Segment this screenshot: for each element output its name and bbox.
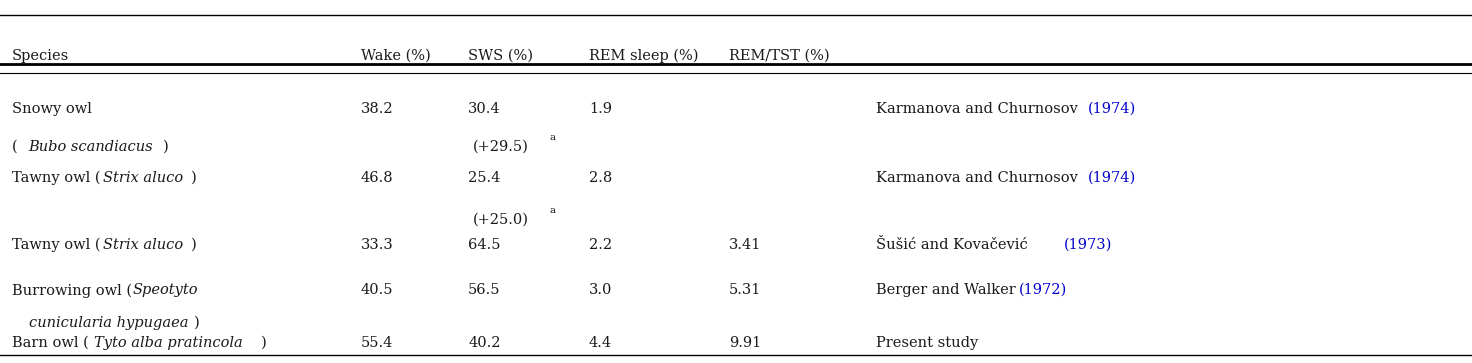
Text: 25.4: 25.4 — [468, 171, 500, 185]
Text: 4.4: 4.4 — [589, 336, 612, 350]
Text: Bubo scandiacus: Bubo scandiacus — [28, 140, 153, 154]
Text: ): ) — [163, 140, 169, 154]
Text: (: ( — [12, 140, 18, 154]
Text: 30.4: 30.4 — [468, 102, 500, 116]
Text: 38.2: 38.2 — [361, 102, 393, 116]
Text: 9.91: 9.91 — [729, 336, 761, 350]
Text: 56.5: 56.5 — [468, 283, 500, 297]
Text: 1.9: 1.9 — [589, 102, 612, 116]
Text: Šušić and Kovačević: Šušić and Kovačević — [876, 238, 1032, 252]
Text: (1974): (1974) — [1088, 102, 1136, 116]
Text: Berger and Walker: Berger and Walker — [876, 283, 1020, 297]
Text: 2.2: 2.2 — [589, 238, 612, 252]
Text: Speotyto: Speotyto — [132, 283, 197, 297]
Text: (+29.5): (+29.5) — [473, 140, 528, 154]
Text: REM sleep (%): REM sleep (%) — [589, 49, 698, 64]
Text: Karmanova and Churnosov: Karmanova and Churnosov — [876, 102, 1082, 116]
Text: 33.3: 33.3 — [361, 238, 393, 252]
Text: Strix aluco: Strix aluco — [103, 238, 183, 252]
Text: Strix aluco: Strix aluco — [103, 171, 183, 185]
Text: 40.5: 40.5 — [361, 283, 393, 297]
Text: Tawny owl (: Tawny owl ( — [12, 171, 100, 185]
Text: 5.31: 5.31 — [729, 283, 761, 297]
Text: ): ) — [191, 238, 197, 252]
Text: Species: Species — [12, 49, 69, 63]
Text: ): ) — [191, 171, 197, 185]
Text: Tyto alba pratincola: Tyto alba pratincola — [94, 336, 243, 350]
Text: (1974): (1974) — [1088, 171, 1136, 185]
Text: 40.2: 40.2 — [468, 336, 500, 350]
Text: (+25.0): (+25.0) — [473, 212, 528, 227]
Text: cunicularia hypugaea: cunicularia hypugaea — [29, 316, 188, 330]
Text: a: a — [549, 133, 555, 142]
Text: Karmanova and Churnosov: Karmanova and Churnosov — [876, 171, 1082, 185]
Text: (1973): (1973) — [1064, 238, 1113, 252]
Text: REM/TST (%): REM/TST (%) — [729, 49, 829, 63]
Text: ): ) — [194, 316, 200, 330]
Text: 3.0: 3.0 — [589, 283, 612, 297]
Text: Snowy owl: Snowy owl — [12, 102, 91, 116]
Text: 3.41: 3.41 — [729, 238, 761, 252]
Text: Present study: Present study — [876, 336, 977, 350]
Text: 2.8: 2.8 — [589, 171, 612, 185]
Text: Wake (%): Wake (%) — [361, 49, 430, 63]
Text: Tawny owl (: Tawny owl ( — [12, 238, 100, 252]
Text: 46.8: 46.8 — [361, 171, 393, 185]
Text: 64.5: 64.5 — [468, 238, 500, 252]
Text: SWS (%): SWS (%) — [468, 49, 533, 63]
Text: ): ) — [261, 336, 266, 350]
Text: Barn owl (: Barn owl ( — [12, 336, 88, 350]
Text: (1972): (1972) — [1019, 283, 1067, 297]
Text: a: a — [549, 206, 555, 215]
Text: Burrowing owl (: Burrowing owl ( — [12, 283, 132, 298]
Text: 55.4: 55.4 — [361, 336, 393, 350]
